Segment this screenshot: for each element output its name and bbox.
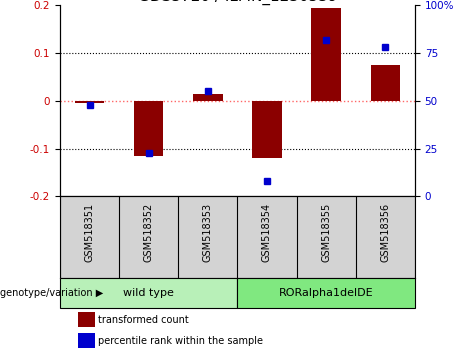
Text: genotype/variation ▶: genotype/variation ▶ — [0, 288, 104, 298]
Bar — [252, 101, 282, 158]
Bar — [75, 101, 104, 103]
Title: GDS3720 / ILMN_1230539: GDS3720 / ILMN_1230539 — [137, 0, 337, 5]
Text: GSM518355: GSM518355 — [321, 203, 331, 262]
Bar — [193, 94, 223, 101]
Text: RORalpha1delDE: RORalpha1delDE — [279, 288, 373, 298]
Bar — [371, 65, 400, 101]
Bar — [134, 101, 164, 156]
Text: transformed count: transformed count — [98, 315, 188, 325]
Text: GSM518354: GSM518354 — [262, 203, 272, 262]
Bar — [77, 333, 95, 348]
Text: GSM518353: GSM518353 — [203, 203, 213, 262]
Bar — [77, 312, 95, 327]
Text: GSM518351: GSM518351 — [84, 203, 95, 262]
Text: wild type: wild type — [123, 288, 174, 298]
Bar — [311, 8, 341, 101]
Bar — [237, 278, 415, 308]
Bar — [60, 278, 237, 308]
Text: GSM518356: GSM518356 — [380, 203, 390, 262]
Text: GSM518352: GSM518352 — [144, 203, 154, 262]
Text: percentile rank within the sample: percentile rank within the sample — [98, 336, 263, 346]
